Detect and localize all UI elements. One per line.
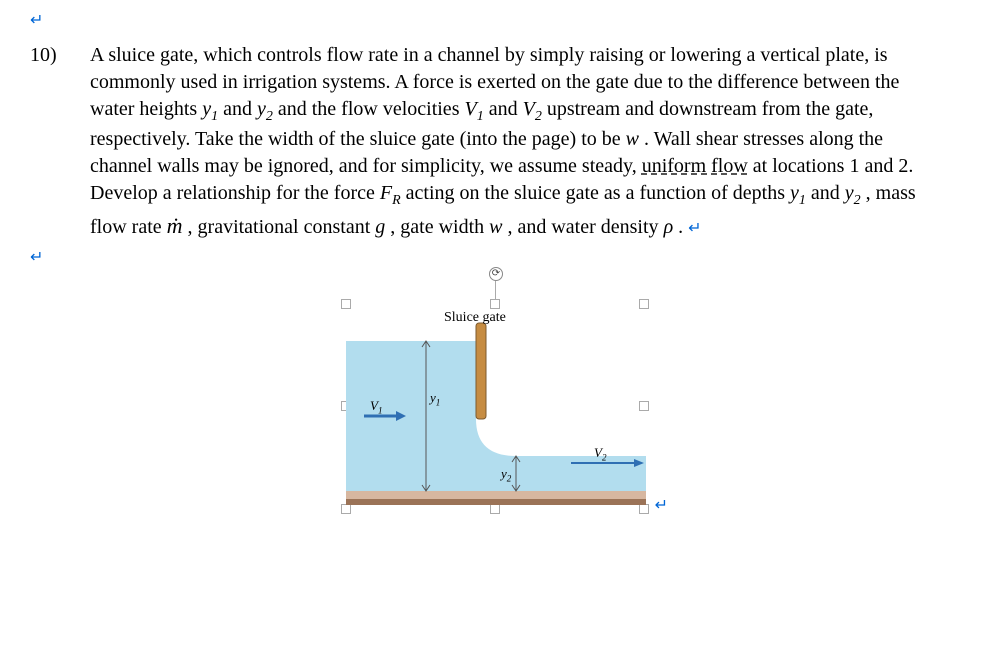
label-y2: y2 [501,465,511,485]
label-V1: V1 [370,397,383,417]
var-mdot: ṁ [167,213,183,238]
text-seg-3: and [489,98,523,120]
floor-bottom [346,499,646,505]
label-y1: y1 [430,389,440,409]
text-seg-10: , gravitational constant [188,216,376,238]
var-w: w [626,128,639,150]
var-rho: ρ [664,216,674,238]
label-V2: V2 [594,444,607,464]
problem-10: 10) A sluice gate, which controls flow r… [30,42,962,242]
text-seg-13: . [678,216,683,238]
var-y2b: y2 [845,182,861,204]
var-y2: y2 [257,98,273,120]
text-seg-12: , and water density [507,216,663,238]
var-FR: FR [380,182,401,204]
sluice-gate-diagram [346,301,646,516]
paragraph-mark-fig: ↵ [655,495,668,517]
rotate-handle-stem [495,281,496,299]
var-uniform-flow: uniform flow [642,155,748,177]
paragraph-mark-end: ↵ [688,220,701,237]
var-wb: w [489,216,502,238]
var-V1: V1 [464,98,483,120]
text-seg-7: acting on the sluice gate as a function … [406,182,790,204]
var-y1b: y1 [790,182,806,204]
var-y1: y1 [202,98,218,120]
gate-plate [476,323,486,419]
paragraph-mark-mid: ↵ [30,247,962,269]
floor-top [346,491,646,499]
figure-selected[interactable]: ⟳ [326,289,666,529]
figure-title: Sluice gate [444,309,506,328]
text-seg-2: and the flow velocities [278,98,465,120]
rotate-handle-icon[interactable]: ⟳ [489,267,503,281]
text-seg-11: , gate width [390,216,489,238]
problem-number: 10) [30,42,90,69]
problem-text: A sluice gate, which controls flow rate … [90,42,962,242]
var-g: g [375,216,385,238]
text-seg-1: and [223,98,257,120]
text-seg-8: and [811,182,845,204]
var-V2: V2 [523,98,542,120]
paragraph-mark-top: ↵ [30,10,962,32]
